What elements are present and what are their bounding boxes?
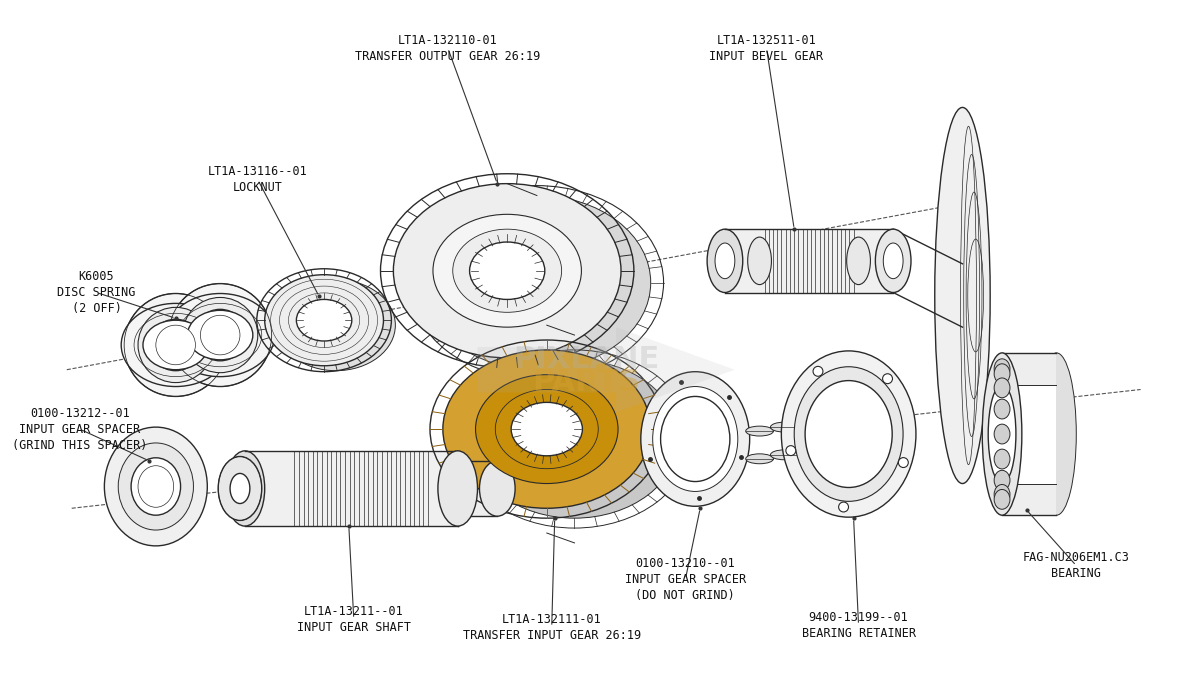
- Bar: [1002, 353, 1056, 515]
- Text: K6005
DISC SPRING
(2 OFF): K6005 DISC SPRING (2 OFF): [58, 270, 136, 315]
- Ellipse shape: [182, 298, 258, 373]
- Ellipse shape: [770, 450, 798, 460]
- Ellipse shape: [496, 389, 599, 469]
- Text: 0100-13210--01
INPUT GEAR SPACER
(DO NOT GRIND): 0100-13210--01 INPUT GEAR SPACER (DO NOT…: [625, 557, 746, 602]
- Ellipse shape: [475, 375, 618, 484]
- Ellipse shape: [653, 387, 738, 492]
- Ellipse shape: [194, 309, 246, 361]
- Polygon shape: [478, 327, 734, 413]
- Ellipse shape: [296, 299, 352, 341]
- Ellipse shape: [994, 484, 1010, 504]
- Ellipse shape: [143, 320, 209, 370]
- Ellipse shape: [994, 378, 1010, 398]
- Ellipse shape: [104, 427, 208, 546]
- Ellipse shape: [745, 454, 774, 464]
- Ellipse shape: [424, 195, 650, 370]
- Ellipse shape: [814, 366, 823, 376]
- Ellipse shape: [994, 449, 1010, 469]
- Bar: [725, 229, 893, 292]
- Ellipse shape: [131, 458, 180, 515]
- Ellipse shape: [983, 353, 1022, 515]
- Ellipse shape: [660, 396, 730, 482]
- Ellipse shape: [875, 229, 911, 292]
- Text: FAG-NU206EM1.C3
BEARING: FAG-NU206EM1.C3 BEARING: [1022, 551, 1129, 580]
- Ellipse shape: [883, 243, 904, 279]
- Ellipse shape: [138, 307, 214, 382]
- Ellipse shape: [994, 424, 1010, 444]
- Text: LT1A-13116--01
LOCKNUT: LT1A-13116--01 LOCKNUT: [208, 165, 307, 194]
- Ellipse shape: [1037, 353, 1076, 515]
- Ellipse shape: [166, 294, 275, 376]
- Ellipse shape: [748, 237, 772, 285]
- Ellipse shape: [443, 350, 650, 508]
- Ellipse shape: [641, 372, 750, 506]
- Ellipse shape: [994, 359, 1010, 378]
- Ellipse shape: [438, 451, 478, 526]
- Ellipse shape: [138, 466, 174, 507]
- Text: LT1A-132110-01
TRANSFER OUTPUT GEAR 26:19: LT1A-132110-01 TRANSFER OUTPUT GEAR 26:1…: [355, 33, 540, 63]
- Ellipse shape: [124, 294, 227, 396]
- Text: LT1A-13211--01
INPUT GEAR SHAFT: LT1A-13211--01 INPUT GEAR SHAFT: [296, 604, 410, 634]
- Ellipse shape: [781, 351, 916, 517]
- Ellipse shape: [994, 490, 1010, 510]
- Ellipse shape: [394, 184, 622, 358]
- Ellipse shape: [786, 446, 796, 456]
- Ellipse shape: [452, 229, 562, 312]
- Ellipse shape: [899, 458, 908, 467]
- Ellipse shape: [794, 367, 904, 501]
- Ellipse shape: [715, 243, 734, 279]
- Ellipse shape: [745, 426, 774, 436]
- Ellipse shape: [276, 279, 395, 371]
- Ellipse shape: [169, 283, 271, 387]
- Ellipse shape: [156, 325, 196, 365]
- Ellipse shape: [230, 473, 250, 503]
- Text: 0100-13212--01
INPUT GEAR SPACER
(GRIND THIS SPACER): 0100-13212--01 INPUT GEAR SPACER (GRIND …: [12, 406, 148, 451]
- Ellipse shape: [707, 229, 743, 292]
- Ellipse shape: [882, 374, 893, 384]
- Ellipse shape: [187, 310, 253, 360]
- Ellipse shape: [770, 422, 798, 432]
- Ellipse shape: [150, 319, 202, 371]
- Ellipse shape: [839, 502, 848, 512]
- Ellipse shape: [994, 399, 1010, 419]
- Text: PIXLANE: PIXLANE: [514, 346, 660, 374]
- Text: LT1A-132111-01
TRANSFER INPUT GEAR 26:19: LT1A-132111-01 TRANSFER INPUT GEAR 26:19: [463, 613, 641, 641]
- Ellipse shape: [847, 237, 870, 285]
- Text: LT1A-132511-01
INPUT BEVEL GEAR: LT1A-132511-01 INPUT BEVEL GEAR: [709, 33, 823, 63]
- Ellipse shape: [994, 471, 1010, 490]
- Ellipse shape: [226, 451, 265, 526]
- Text: 9400-13199--01
BEARING RETAINER: 9400-13199--01 BEARING RETAINER: [802, 611, 916, 639]
- Ellipse shape: [994, 364, 1010, 384]
- Ellipse shape: [511, 402, 582, 456]
- Ellipse shape: [935, 107, 990, 484]
- Ellipse shape: [433, 214, 582, 327]
- Bar: [245, 451, 457, 526]
- Ellipse shape: [469, 242, 545, 299]
- Text: PARTS: PARTS: [533, 368, 641, 397]
- Ellipse shape: [200, 316, 240, 355]
- Ellipse shape: [805, 380, 892, 488]
- Bar: [1002, 385, 1056, 484]
- Ellipse shape: [480, 461, 515, 516]
- Bar: [457, 461, 497, 516]
- Ellipse shape: [218, 456, 262, 520]
- Ellipse shape: [265, 275, 384, 366]
- Ellipse shape: [121, 303, 230, 387]
- Ellipse shape: [119, 443, 193, 530]
- Ellipse shape: [470, 360, 678, 518]
- Ellipse shape: [988, 385, 1016, 484]
